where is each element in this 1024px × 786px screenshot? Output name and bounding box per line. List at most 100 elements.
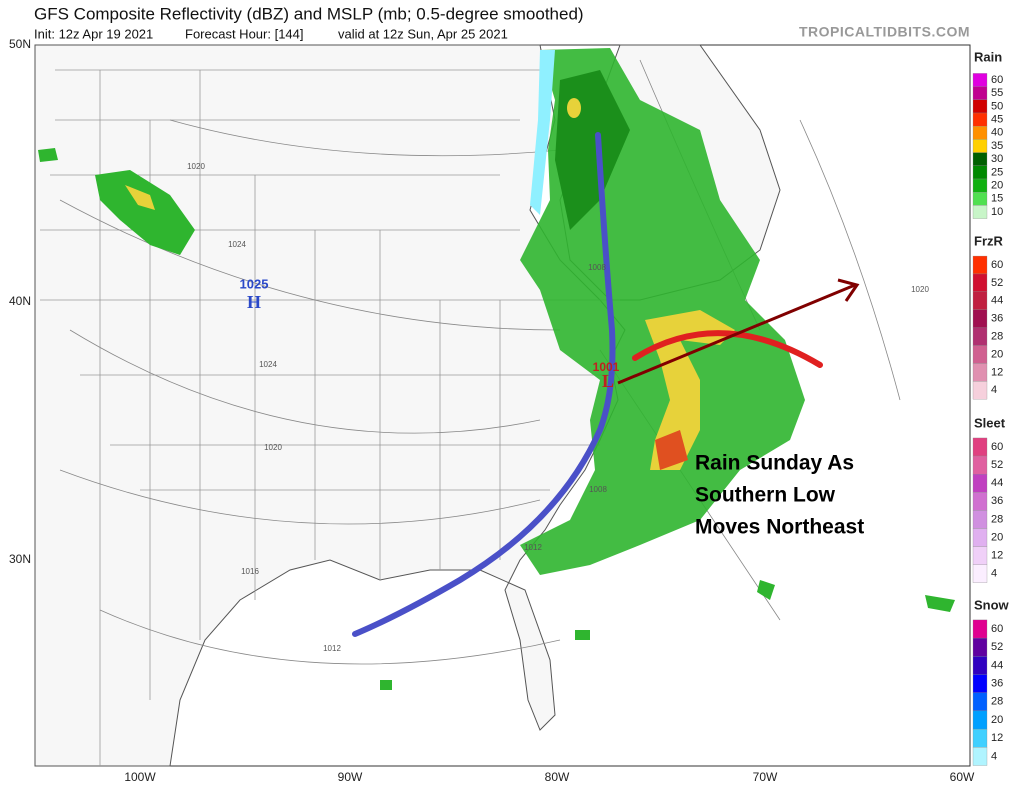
- legend-swatch: [972, 73, 988, 87]
- legend-tick-label: 52: [991, 459, 1003, 471]
- legend-swatch: [972, 86, 988, 100]
- legend-swatch: [972, 165, 988, 180]
- isobar-label: 1016: [241, 567, 259, 576]
- longitude-label: 90W: [338, 770, 363, 784]
- legend-tick-label: 36: [991, 678, 1003, 690]
- latitude-label: 40N: [9, 294, 31, 308]
- legend-swatch: [972, 152, 988, 166]
- legend-tick-label: 28: [991, 696, 1003, 708]
- legend-tick-label: 36: [991, 495, 1003, 507]
- legend-swatch: [972, 510, 988, 529]
- legend-swatch: [972, 656, 988, 675]
- legend-swatch: [972, 205, 988, 219]
- storm-track: [632, 330, 823, 368]
- snow-area: [530, 50, 555, 215]
- legend-tick-label: 20: [991, 531, 1003, 543]
- longitude-label: 100W: [124, 770, 156, 784]
- legend-title: FrzR: [974, 233, 1004, 248]
- rain-area-moderate: [567, 98, 581, 118]
- legend-tick-label: 20: [991, 348, 1003, 360]
- legend-tick-label: 28: [991, 331, 1003, 343]
- legend-swatch: [972, 619, 988, 639]
- legend-swatch: [972, 728, 988, 748]
- state-lines: [40, 69, 620, 766]
- subtitle: valid at 12z Sun, Apr 25 2021: [338, 26, 508, 41]
- legend-swatch: [972, 528, 988, 547]
- legend-tick-label: 25: [991, 166, 1003, 178]
- legend-tick-label: 60: [991, 259, 1003, 271]
- isobar-label: 1008: [589, 485, 607, 494]
- latitude-label: 50N: [9, 37, 31, 51]
- rain-area-moderate: [645, 310, 735, 470]
- legend-tick-label: 35: [991, 140, 1003, 152]
- legend-swatch: [972, 291, 988, 310]
- legend-swatch: [972, 126, 988, 140]
- legend-tick-label: 52: [991, 641, 1003, 653]
- legend-swatch: [972, 309, 988, 328]
- legend-tick-label: 60: [991, 623, 1003, 635]
- legend-swatch: [972, 546, 988, 565]
- low-pressure-label: L: [602, 371, 614, 391]
- high-pressure-value: 1025: [240, 276, 269, 291]
- legend-swatch: [972, 345, 988, 364]
- legend-tick-label: 4: [991, 750, 997, 762]
- rain-area-moderate: [125, 185, 155, 210]
- legend-tick-label: 40: [991, 127, 1003, 139]
- legend-tick-label: 4: [991, 384, 997, 396]
- legend-swatch: [972, 327, 988, 346]
- legend-title: Sleet: [974, 415, 1006, 430]
- legend-tick-label: 12: [991, 366, 1003, 378]
- legend-swatch: [972, 255, 988, 275]
- legend-title: Snow: [974, 597, 1010, 612]
- legend-swatch: [972, 99, 988, 114]
- rain-area-plains: [95, 170, 195, 255]
- legend-swatch: [972, 637, 988, 657]
- legend-swatch: [972, 473, 988, 493]
- longitude-label: 60W: [950, 770, 975, 784]
- map-frame: [34, 44, 971, 767]
- legend-tick-label: 44: [991, 477, 1003, 489]
- legend-swatch: [972, 139, 988, 153]
- legend-tick-label: 12: [991, 732, 1003, 744]
- legend-swatch: [972, 437, 988, 457]
- annotation-text: Rain Sunday As: [695, 452, 854, 475]
- latitude-label: 30N: [9, 552, 31, 566]
- legend: Rain6055504540353025201510FrzR6052443628…: [972, 49, 1010, 766]
- legend-swatch: [972, 273, 988, 293]
- front-line: [352, 132, 616, 637]
- legend-title: Rain: [974, 49, 1002, 64]
- watermark: TROPICALTIDBITS.COM: [799, 24, 970, 40]
- movement-arrow: [617, 278, 860, 385]
- legend-swatch: [972, 381, 988, 400]
- legend-tick-label: 44: [991, 659, 1003, 671]
- legend-tick-label: 12: [991, 550, 1003, 562]
- legend-tick-label: 20: [991, 714, 1003, 726]
- legend-swatch: [972, 747, 988, 766]
- low-pressure-value: 1001: [593, 360, 620, 374]
- subtitle: Forecast Hour: [144]: [185, 26, 304, 41]
- isobar-label: 1020: [911, 285, 929, 294]
- annotation-text: Moves Northeast: [695, 516, 864, 539]
- isobar-label: 1020: [187, 162, 205, 171]
- legend-swatch: [972, 710, 988, 730]
- isobar-label: 1024: [259, 360, 277, 369]
- annotation-text: Southern Low: [695, 484, 836, 507]
- legend-swatch: [972, 692, 988, 712]
- isobar-label: 1012: [524, 543, 542, 552]
- isobar-label: 1024: [228, 240, 246, 249]
- legend-tick-label: 20: [991, 180, 1003, 192]
- subtitle: Init: 12z Apr 19 2021: [34, 26, 153, 41]
- legend-swatch: [972, 363, 988, 382]
- legend-swatch: [972, 564, 988, 583]
- longitude-label: 80W: [545, 770, 570, 784]
- legend-tick-label: 60: [991, 441, 1003, 453]
- rain-area-intense: [655, 430, 688, 470]
- isobar-label: 1012: [323, 644, 341, 653]
- legend-swatch: [972, 192, 988, 206]
- legend-swatch: [972, 178, 988, 193]
- legend-swatch: [972, 674, 988, 693]
- legend-tick-label: 55: [991, 87, 1003, 99]
- legend-tick-label: 52: [991, 277, 1003, 289]
- high-pressure-label: H: [247, 292, 261, 312]
